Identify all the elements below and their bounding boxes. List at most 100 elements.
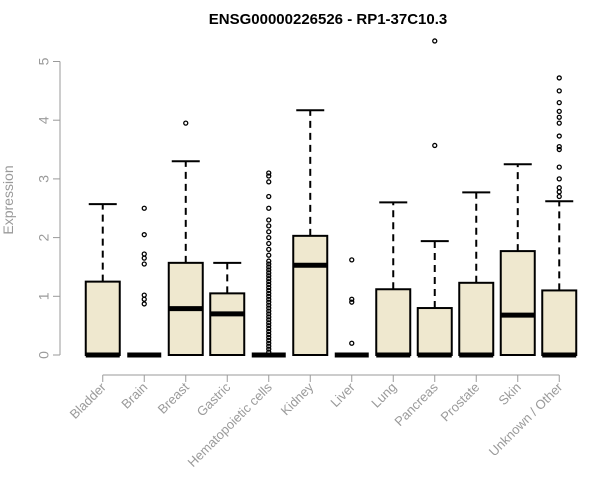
outlier-point — [266, 349, 272, 355]
x-tick-label: Pancreas — [391, 379, 441, 429]
y-tick-label: 2 — [36, 233, 52, 241]
outlier-point — [266, 346, 272, 352]
box-rect — [209, 292, 246, 356]
chart-title: ENSG00000226526 - RP1-37C10.3 — [209, 11, 448, 28]
outlier-point — [556, 108, 562, 115]
box-4 — [251, 170, 286, 358]
x-tick-label: Bladder — [67, 379, 110, 422]
outlier-point — [266, 302, 272, 308]
box-0 — [84, 203, 121, 358]
y-axis-label: Expression — [0, 165, 16, 234]
outlier-point — [266, 170, 272, 176]
box-rect — [458, 281, 495, 357]
outlier-point — [432, 142, 438, 149]
box-9 — [458, 191, 495, 358]
outlier-point — [141, 255, 147, 261]
y-tick-label: 0 — [36, 351, 52, 359]
box-rect — [375, 288, 412, 357]
outlier-point — [266, 246, 272, 252]
box-7 — [375, 201, 412, 358]
outlier-point — [266, 264, 272, 270]
outlier-point — [556, 114, 562, 120]
outlier-point — [349, 257, 355, 263]
outlier-point — [266, 193, 272, 200]
outlier-point — [266, 270, 272, 276]
outlier-point — [266, 273, 272, 279]
outlier-point — [141, 251, 147, 257]
outlier-point — [266, 284, 272, 291]
outlier-point — [266, 217, 272, 223]
outlier-point — [266, 258, 272, 264]
x-tick-label: Brain — [118, 380, 150, 412]
outlier-point — [556, 146, 562, 153]
outlier-point — [266, 240, 272, 247]
outlier-point — [266, 281, 272, 288]
x-tick-label: Prostate — [438, 380, 483, 425]
outlier-point — [556, 120, 562, 126]
box-1 — [127, 205, 162, 358]
outlier-point — [266, 278, 272, 285]
x-tick-label: Kidney — [278, 379, 317, 418]
outlier-point — [266, 179, 272, 185]
outlier-point — [141, 301, 147, 307]
outlier-point — [266, 223, 272, 229]
outlier-point — [349, 340, 355, 346]
outlier-point — [141, 296, 147, 302]
box-11 — [541, 75, 578, 358]
x-tick-label: Gastric — [194, 379, 234, 419]
y-tick-label: 3 — [36, 175, 52, 183]
outlier-point — [266, 261, 272, 267]
outlier-point — [266, 229, 272, 235]
outlier-point — [266, 308, 272, 314]
outlier-point — [556, 143, 562, 150]
box-group — [84, 38, 578, 358]
outlier-point — [266, 234, 272, 241]
outlier-point — [266, 320, 272, 326]
outlier-point — [556, 189, 562, 195]
outlier-point — [266, 334, 272, 341]
box-6 — [334, 257, 369, 358]
box-3 — [209, 261, 246, 356]
box-rect — [499, 250, 536, 356]
box-rect — [292, 234, 329, 357]
outlier-point — [556, 185, 562, 191]
outlier-point — [266, 173, 272, 179]
outlier-point — [266, 328, 272, 335]
outlier-point — [266, 325, 272, 332]
outlier-point — [266, 314, 272, 320]
outlier-point — [556, 88, 562, 94]
outlier-point — [432, 38, 438, 44]
box-rect — [541, 289, 578, 356]
outlier-point — [266, 252, 272, 258]
outlier-point — [266, 311, 272, 317]
outlier-point — [556, 75, 562, 81]
outlier-point — [266, 331, 272, 338]
box-5 — [292, 109, 329, 357]
x-tick-label: Breast — [155, 379, 192, 416]
outlier-point — [266, 317, 272, 323]
outlier-point — [141, 205, 147, 211]
box-rect — [416, 307, 453, 357]
y-axis: 0 1 2 3 4 5 — [36, 57, 61, 359]
outlier-point — [266, 293, 272, 299]
outlier-point — [266, 296, 272, 302]
outlier-point — [266, 343, 272, 349]
outlier-point — [556, 193, 562, 200]
outlier-point — [141, 232, 147, 238]
outlier-point — [141, 292, 147, 298]
x-tick-label: Liver — [327, 379, 358, 410]
box-8 — [416, 38, 453, 358]
outlier-point — [349, 296, 355, 302]
box-rect — [84, 280, 121, 356]
outlier-point — [556, 133, 562, 139]
outlier-point — [266, 337, 272, 343]
x-tick-label: Unknown / Other — [486, 379, 566, 459]
outlier-point — [266, 267, 272, 273]
box-2 — [167, 120, 204, 356]
outlier-point — [183, 120, 189, 126]
outlier-point — [556, 176, 562, 182]
outlier-point — [266, 276, 272, 282]
outlier-point — [266, 205, 272, 211]
outlier-point — [556, 99, 562, 106]
